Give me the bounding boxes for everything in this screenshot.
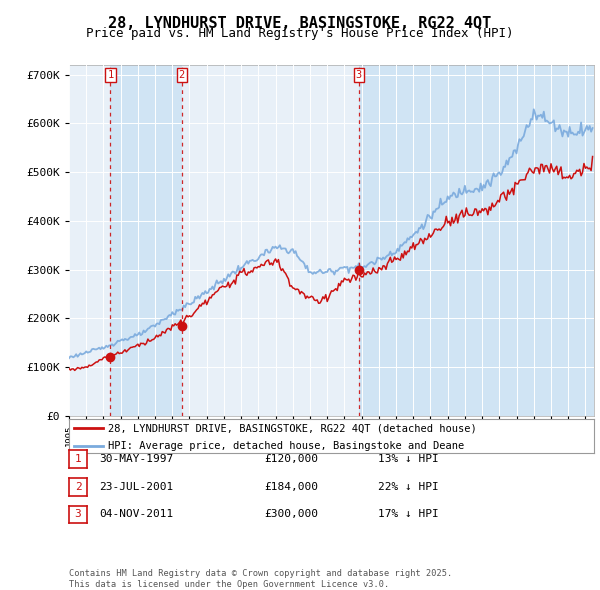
Bar bbox=[182, 65, 359, 416]
Text: 2: 2 bbox=[74, 482, 82, 491]
Text: 28, LYNDHURST DRIVE, BASINGSTOKE, RG22 4QT: 28, LYNDHURST DRIVE, BASINGSTOKE, RG22 4… bbox=[109, 16, 491, 31]
Text: £300,000: £300,000 bbox=[264, 510, 318, 519]
Bar bbox=[359, 65, 594, 416]
Text: 17% ↓ HPI: 17% ↓ HPI bbox=[378, 510, 439, 519]
Text: 30-MAY-1997: 30-MAY-1997 bbox=[99, 454, 173, 464]
Text: 3: 3 bbox=[74, 510, 82, 519]
Text: 23-JUL-2001: 23-JUL-2001 bbox=[99, 482, 173, 491]
Text: 1: 1 bbox=[107, 70, 113, 80]
Text: 2: 2 bbox=[179, 70, 185, 80]
Text: 3: 3 bbox=[356, 70, 362, 80]
Text: Price paid vs. HM Land Registry's House Price Index (HPI): Price paid vs. HM Land Registry's House … bbox=[86, 27, 514, 40]
Text: 04-NOV-2011: 04-NOV-2011 bbox=[99, 510, 173, 519]
Text: 1: 1 bbox=[74, 454, 82, 464]
Text: 28, LYNDHURST DRIVE, BASINGSTOKE, RG22 4QT (detached house): 28, LYNDHURST DRIVE, BASINGSTOKE, RG22 4… bbox=[109, 424, 477, 434]
Bar bbox=[110, 65, 182, 416]
Text: 22% ↓ HPI: 22% ↓ HPI bbox=[378, 482, 439, 491]
Text: £120,000: £120,000 bbox=[264, 454, 318, 464]
Text: Contains HM Land Registry data © Crown copyright and database right 2025.
This d: Contains HM Land Registry data © Crown c… bbox=[69, 569, 452, 589]
Text: £184,000: £184,000 bbox=[264, 482, 318, 491]
Text: 13% ↓ HPI: 13% ↓ HPI bbox=[378, 454, 439, 464]
Text: HPI: Average price, detached house, Basingstoke and Deane: HPI: Average price, detached house, Basi… bbox=[109, 441, 464, 451]
Bar bbox=[69, 65, 110, 416]
